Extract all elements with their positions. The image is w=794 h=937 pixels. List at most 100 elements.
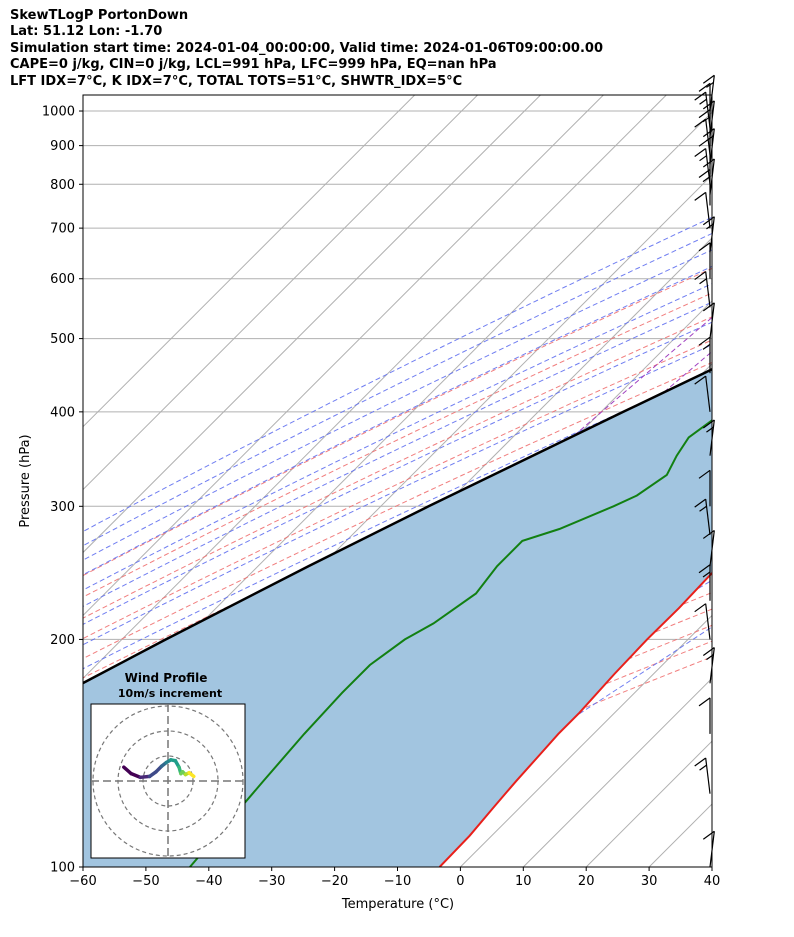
barb-flag [702,176,711,183]
x-tick-label: −40 [195,874,222,889]
barb-flag [694,603,707,613]
barb-flag [702,571,711,578]
barb-staff [709,75,715,112]
barb-flag [698,137,711,147]
wind-barb [698,168,711,206]
x-tick-label: 20 [578,874,595,889]
barb-flag [694,148,707,158]
barb-staff [705,148,711,185]
barb-flag [702,158,715,168]
barb-staff [705,376,711,412]
y-tick-label: 200 [50,633,75,648]
barb-flag [699,505,707,512]
y-tick-label: 400 [50,405,75,420]
barb-staff [705,92,711,128]
barb-flag [698,564,711,574]
dry-adiabat-line [83,316,712,619]
wind-barb [694,271,711,308]
barb-flag [694,118,707,128]
isotherm-line [83,95,416,428]
wind-barb [698,137,711,175]
inset-title: Wind Profile [125,671,208,685]
y-tick-label: 1000 [42,105,75,120]
barb-flag [699,98,707,105]
wind-barb [698,242,711,279]
x-tick-label: −20 [321,874,348,889]
barb-flag [702,100,715,110]
wind-barb [702,647,715,684]
barb-flag [702,830,715,840]
moist-adiabat-line [83,370,712,670]
y-tick-label: 100 [50,861,75,876]
barb-flag [699,764,707,771]
x-tick-label: 30 [641,874,658,889]
moist-adiabat-line [83,265,712,576]
y-tick-label: 300 [50,500,75,515]
y-axis-label: Pressure (hPa) [18,434,33,527]
wind-barb [698,697,711,734]
wind-barb [702,830,715,868]
barb-staff [705,192,711,229]
barb-flag [698,168,711,178]
barb-flag [698,109,711,119]
indices-line: LFT IDX=7°C, K IDX=7°C, TOTAL TOTS=51°C,… [10,73,463,89]
isotherm-line [83,95,541,554]
barb-flag [699,278,707,285]
moist-adiabat-line [83,232,712,547]
barb-staff [705,499,711,535]
barb-staff [705,119,711,155]
moist-adiabat-line [83,301,712,607]
barb-staff [705,603,711,640]
barb-flag [702,647,715,657]
barb-flag [699,155,707,162]
wind-barb [698,469,711,507]
moist-adiabat-line [83,283,712,591]
moist-adiabat-line [83,321,712,625]
y-tick-label: 900 [50,139,75,154]
chart-title: SkewTLogP PortonDown [10,8,189,23]
x-tick-label: −30 [258,874,285,889]
barb-flag [694,271,707,281]
x-tick-label: −50 [132,874,159,889]
wind-barb [694,118,711,155]
wind-barb [694,148,711,185]
x-tick-label: −60 [69,874,96,889]
y-tick-label: 500 [50,332,75,347]
isotherm-line [83,95,478,491]
chart-header: SkewTLogP PortonDown Lat: 51.12 Lon: -1.… [10,8,603,90]
location-line: Lat: 51.12 Lon: -1.70 [10,24,163,40]
wind-barb [694,191,711,229]
wind-barb [694,91,711,128]
barb-flag [698,697,711,707]
isotherm-line [460,614,712,867]
barb-flag [698,336,711,346]
isotherm-line [522,677,712,867]
dewpoint-line [189,419,712,867]
barb-flag [702,74,715,84]
wind-profile-inset: Wind Profile 10m/s increment [90,671,246,859]
wind-barb [694,498,711,535]
temperature-line [438,571,712,867]
dry-adiabat-line [83,339,712,640]
barb-flag [694,375,707,385]
x-axis-label: Temperature (°C) [341,897,454,912]
isotherm-line [83,95,604,617]
dry-adiabat-line [83,267,712,577]
y-tick-label: 800 [50,178,75,193]
isotherm-line [711,866,712,867]
wind-barb [694,757,711,794]
wind-barb [694,603,711,640]
barb-flag [698,242,711,252]
cape-line: CAPE=0 j/kg, CIN=0 j/kg, LCL=991 hPa, LF… [10,57,497,73]
barb-flag [694,91,707,101]
barb-flag [694,498,707,508]
barb-flag [698,82,711,92]
dry-adiabat-line [83,292,712,598]
x-tick-label: 0 [456,874,464,889]
simulation-time-line: Simulation start time: 2024-01-04_00:00:… [10,40,603,56]
barb-staff [705,757,711,794]
barb-flag [702,116,711,123]
wind-barb [698,336,711,374]
x-tick-label: 40 [704,874,721,889]
